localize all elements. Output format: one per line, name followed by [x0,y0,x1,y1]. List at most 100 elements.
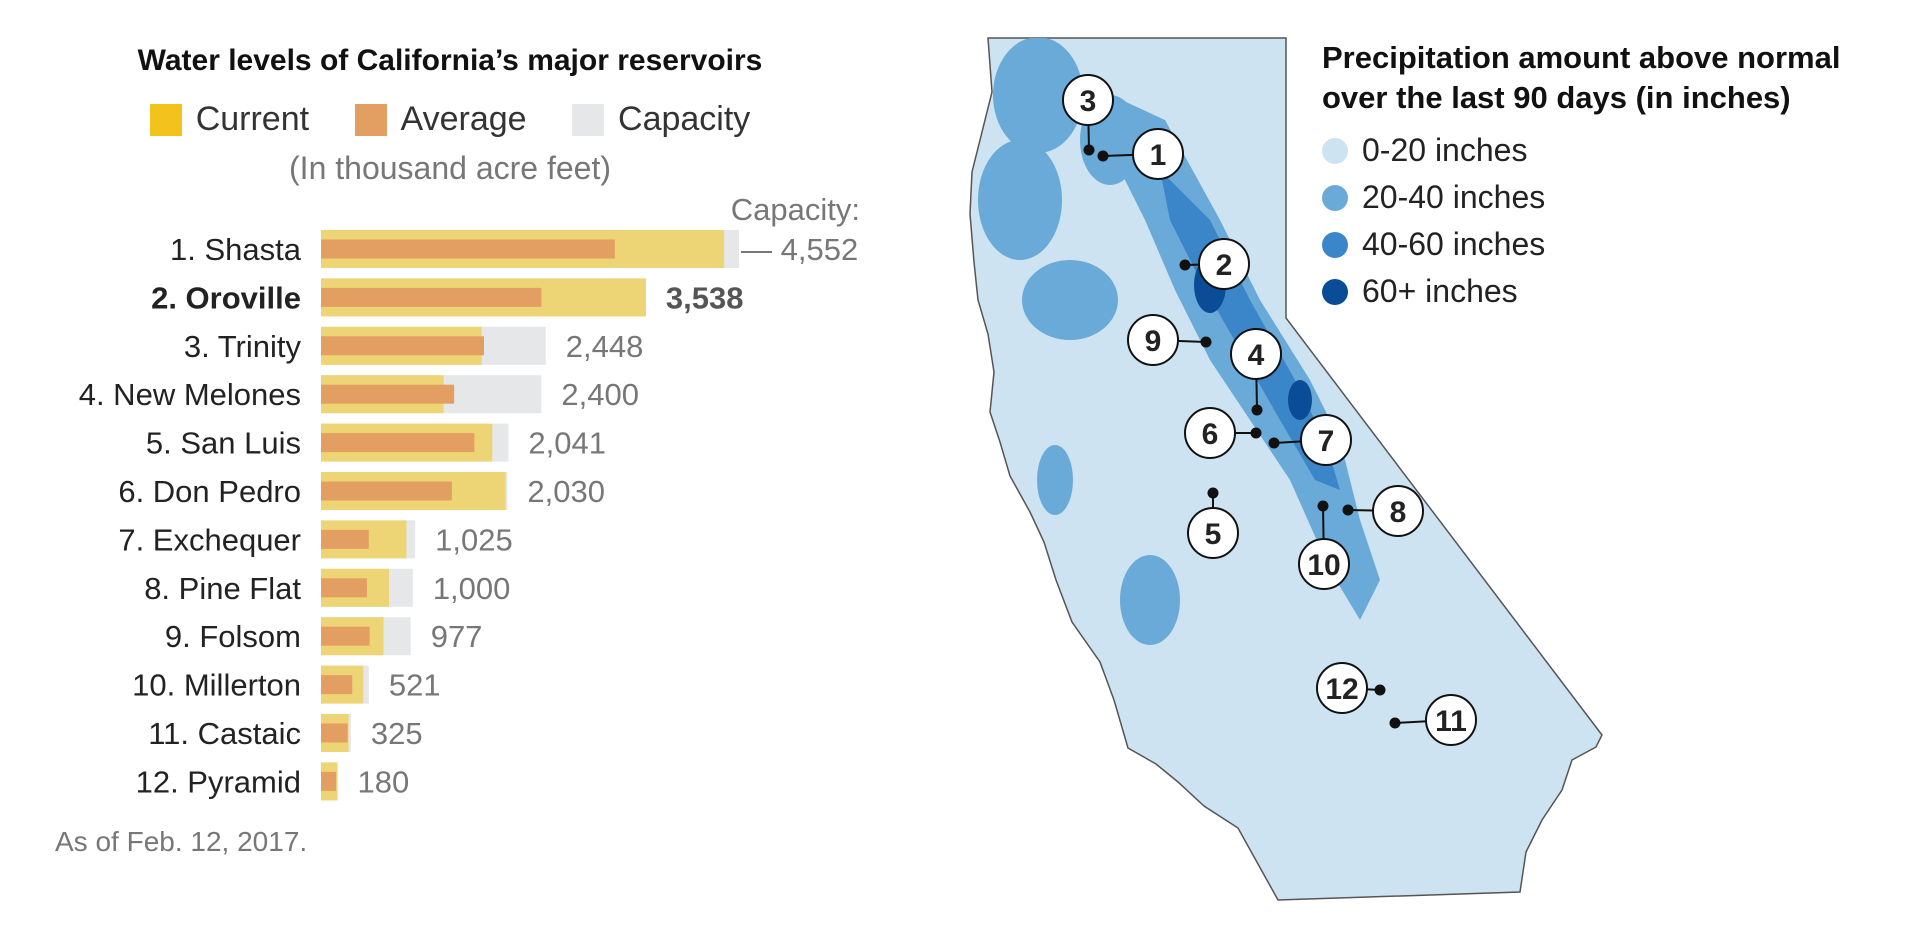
category-label: 6. Don Pedro [118,474,301,509]
category-label: 12. Pyramid [136,764,301,799]
marker-circle [1127,314,1179,366]
map-legend-60-plus-dot [1322,278,1348,305]
capacity-value-label: 2,041 [528,426,606,461]
map-legend-60-plus: 60+ inches [1322,268,1545,315]
footnote: As of Feb. 12, 2017. [55,826,308,857]
region-santa-cruz [1037,445,1073,515]
map-legend-60-plus-label: 60+ inches [1362,273,1518,309]
map-title-line2: over the last 90 days (in inches) [1322,80,1791,115]
capacity-value-label: 325 [371,716,423,751]
reservoir-location-dot [1317,500,1329,512]
average-bar [321,675,353,695]
reservoir-chart-panel: Water levels of California’s major reser… [0,0,900,931]
reservoir-location-dot [1250,427,1262,439]
bar-chart: 1. Shasta — 4,552 2. Oroville 3,538 3. Trini… [79,230,858,801]
category-label: 11. Castaic [148,716,301,751]
reservoir-location-dot [1389,717,1401,729]
region-coast-range-south [1022,260,1118,340]
category-label: 1. Shasta [170,232,302,267]
legend-capacity: Capacity [572,100,750,139]
legend-current-label: Current [195,100,310,138]
reservoir-location-dot [1097,150,1109,162]
marker-circle [1132,128,1184,180]
map-legend-0-20-dot [1322,137,1348,164]
region-sierra-wettest-south [1288,380,1312,420]
legend-current-swatch [149,103,182,136]
capacity-value-label: 1,000 [433,571,511,606]
marker-circle [1298,538,1350,590]
map-legend-20-40-dot [1322,184,1348,211]
map-legend-40-60-label: 40-60 inches [1362,226,1546,262]
reservoir-location-dot [1179,259,1191,271]
marker-circle [1425,694,1477,746]
map-legend-20-40-label: 20-40 inches [1362,179,1546,215]
map-title: Precipitation amount above normal over t… [1322,38,1882,118]
region-central-coast [1120,555,1180,645]
marker-number-9: 9 [1145,325,1162,358]
reservoir-location-dot [1207,487,1219,499]
average-bar [321,723,348,743]
marker-circle [1198,238,1250,290]
marker-number-4: 4 [1248,339,1265,372]
map-legend-40-60: 40-60 inches [1322,221,1545,268]
chart-legend: Current Average Capacity [0,100,900,145]
map-legend-20-40: 20-40 inches [1322,174,1545,221]
legend-average: Average [354,100,527,139]
marker-number-11: 11 [1435,705,1467,738]
reservoir-location-dot [1083,144,1095,156]
category-label: 5. San Luis [146,426,301,461]
units-label: (In thousand acre feet) [289,150,611,186]
average-bar [321,481,452,501]
category-label: 8. Pine Flat [144,571,301,606]
reservoir-location-dot [1374,684,1386,696]
capacity-value-label: 521 [389,668,441,703]
precipitation-map-panel: 1 2 3 4 5 6 7 8 9 10 11 12 Precipitation amount abo… [960,0,1915,931]
capacity-value-label: 1,025 [435,522,513,557]
average-bar [321,433,475,453]
legend-average-swatch [354,103,387,136]
category-label: 9. Folsom [165,619,301,654]
marker-circle [1184,407,1236,459]
average-bar [321,529,369,549]
capacity-value-label: 2,030 [527,474,605,509]
legend-capacity-label: Capacity [618,100,751,138]
legend-average-label: Average [400,100,527,138]
marker-number-6: 6 [1202,418,1219,451]
average-bar [321,771,337,791]
category-label: 3. Trinity [184,329,302,364]
marker-number-7: 7 [1318,425,1335,458]
map-legend-0-20-label: 0-20 inches [1362,132,1528,168]
map-legend-0-20: 0-20 inches [1322,127,1545,174]
marker-number-5: 5 [1205,518,1222,551]
average-bar [321,578,367,598]
average-bar [321,287,542,307]
reservoir-location-dot [1342,504,1354,516]
marker-number-12: 12 [1325,673,1358,706]
capacity-value-label: 2,400 [561,377,639,412]
marker-number-10: 10 [1307,549,1340,582]
marker-circle [1316,662,1368,714]
marker-circle [1300,414,1352,466]
marker-circle [1230,328,1282,380]
average-bar [321,239,615,259]
category-label: 7. Exchequer [118,522,301,557]
map-title-line1: Precipitation amount above normal [1322,40,1841,75]
reservoir-location-dot [1268,437,1280,449]
region-coast-range [978,140,1062,260]
capacity-value-label: 2,448 [566,329,644,364]
category-label: 4. New Melones [79,377,301,412]
average-bar [321,384,455,404]
capacity-value-label: — 4,552 [741,232,858,267]
marker-circle [1372,485,1424,537]
average-bar [321,336,484,356]
capacity-value-label: 180 [358,764,410,799]
marker-number-8: 8 [1390,496,1407,529]
marker-circle [1062,74,1114,126]
marker-circle [1187,507,1239,559]
region-north-coast [993,38,1083,153]
category-label: 10. Millerton [132,668,301,703]
average-bar [321,626,370,646]
marker-number-3: 3 [1080,85,1097,118]
capacity-value-label: 977 [431,619,483,654]
